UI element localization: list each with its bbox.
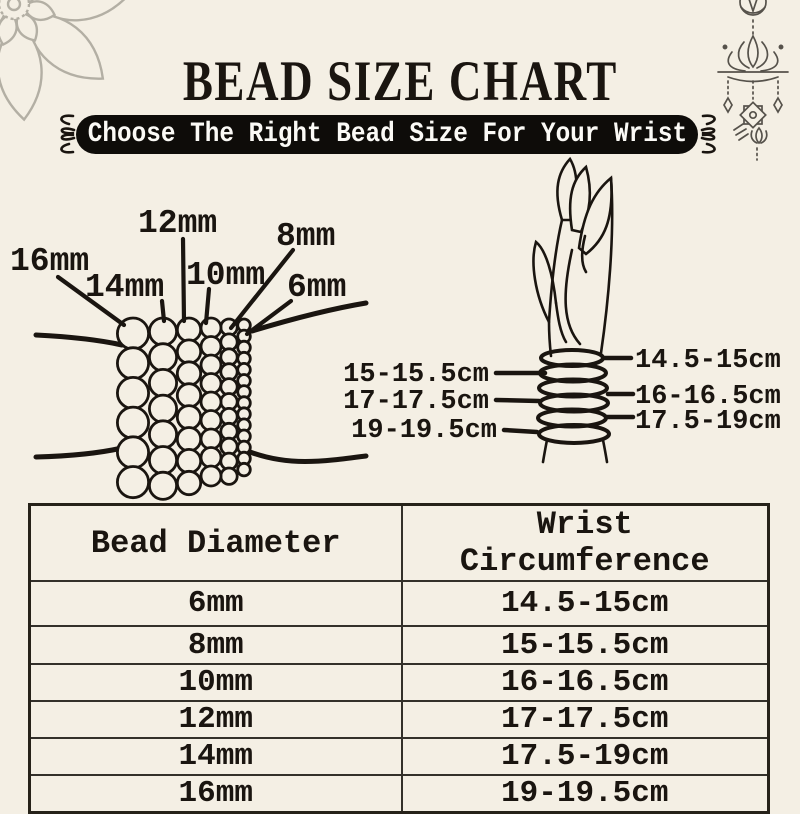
bead-strand-16mm (116, 316, 151, 500)
bead-label-14mm: 14mm (85, 269, 164, 306)
wrist-cell: 16-16.5cm (400, 663, 770, 702)
hanging-strands (723, 80, 783, 114)
bead-strand-6mm (236, 317, 252, 478)
table-row: 8mm 15-15.5cm (28, 625, 770, 665)
table-row: 6mm 14.5-15cm (28, 580, 770, 627)
bead-cell: 12mm (28, 700, 403, 739)
flourish-bracket-right-icon (700, 114, 716, 154)
hand-with-bracelets-icon (532, 156, 614, 464)
wrist-label-17-17.5: 17-17.5cm (343, 387, 489, 417)
wrist-size-labels: 15-15.5cm 17-17.5cm 19-19.5cm 14.5-15cm … (343, 346, 781, 446)
wrist-label-16-16.5: 16-16.5cm (635, 382, 781, 412)
mandala-inner-petals (0, 0, 57, 47)
wrist-cell: 19-19.5cm (400, 774, 770, 814)
bead-cell: 8mm (28, 625, 403, 665)
bead-strand-10mm (199, 316, 223, 488)
hanging-lotus-ornament-icon (717, 0, 789, 161)
wrist-label-19-19.5: 19-19.5cm (351, 416, 497, 446)
bead-label-6mm: 6mm (287, 269, 346, 306)
bead-label-16mm: 16mm (10, 243, 89, 280)
mandala-petals (0, 0, 132, 122)
wrist-label-leader-lines (493, 355, 636, 435)
bead-strand-12mm (175, 316, 203, 497)
flourish-bracket-left-icon (60, 114, 76, 154)
hand-fingers (556, 156, 613, 256)
bead-cell: 6mm (28, 580, 403, 627)
bead-label-12mm: 12mm (138, 205, 217, 242)
table-header-row: Bead Diameter Wrist Circumference (28, 503, 770, 582)
wrist-line (33, 300, 369, 464)
bead-strand-8mm (219, 317, 239, 486)
wrist-cell: 15-15.5cm (400, 625, 770, 665)
sizing-illustration: 16mm 14mm 12mm 10mm 8mm 6mm (10, 156, 781, 501)
bead-bracelet-stack-icon (116, 316, 252, 501)
bead-cell: 14mm (28, 737, 403, 776)
star-charm (739, 101, 767, 129)
header-bead-diameter: Bead Diameter (28, 503, 403, 582)
size-table: Bead Diameter Wrist Circumference 6mm 14… (28, 503, 770, 814)
table-row: 16mm 19-19.5cm (28, 774, 770, 814)
size-table-body: 6mm 14.5-15cm 8mm 15-15.5cm 10mm 16-16.5… (28, 580, 770, 814)
header-wrist-circumference: Wrist Circumference (400, 503, 770, 582)
bead-cell: 16mm (28, 774, 403, 814)
wrist-label-14.5-15: 14.5-15cm (635, 346, 781, 376)
bracelet-rings (536, 348, 611, 445)
table-row: 10mm 16-16.5cm (28, 663, 770, 702)
bead-label-10mm: 10mm (186, 257, 265, 294)
bead-size-labels: 16mm 14mm 12mm 10mm 8mm 6mm (10, 205, 346, 306)
wrist-label-17.5-19: 17.5-19cm (635, 407, 781, 437)
table-row: 14mm 17.5-19cm (28, 737, 770, 776)
leaf-charm (733, 123, 768, 161)
wrist-cell: 17-17.5cm (400, 700, 770, 739)
bead-label-8mm: 8mm (276, 218, 335, 255)
mandala-flower-icon (0, 0, 132, 122)
subtitle-banner: Choose The Right Bead Size For Your Wris… (76, 115, 698, 154)
bead-strand-14mm (147, 316, 178, 501)
wrist-label-15-15.5: 15-15.5cm (343, 360, 489, 390)
page-title: BEAD SIZE CHART (182, 50, 618, 113)
crescent-topper (739, 0, 767, 16)
wrist-cell: 14.5-15cm (400, 580, 770, 627)
hand-outline (532, 176, 614, 464)
wrist-cell: 17.5-19cm (400, 737, 770, 776)
bead-cell: 10mm (28, 663, 403, 702)
table-row: 12mm 17-17.5cm (28, 700, 770, 739)
size-table-header: Bead Diameter Wrist Circumference (28, 503, 770, 582)
bead-label-leader-lines (55, 236, 296, 337)
